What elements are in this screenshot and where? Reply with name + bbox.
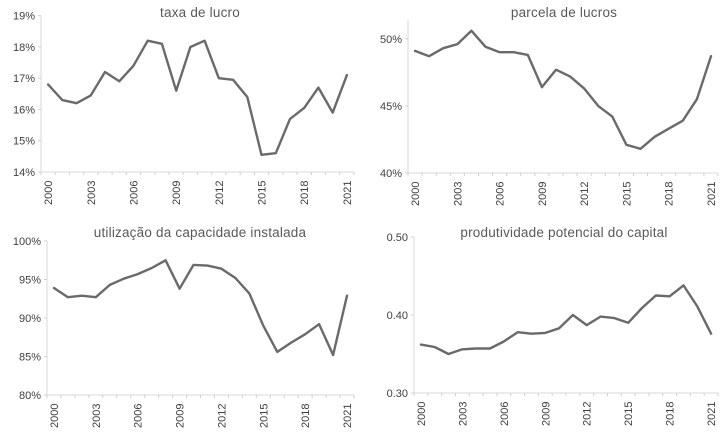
y-tick-label: 100% xyxy=(13,236,41,248)
y-tick-label: 40% xyxy=(380,168,402,180)
x-tick-label: 2009 xyxy=(540,402,552,426)
x-tick-label: 2000 xyxy=(49,404,61,428)
x-tick-label: 2009 xyxy=(171,181,183,205)
x-tick-label: 2000 xyxy=(410,182,422,206)
line-chart-utilizacao-capacidade: 80% 85% 90% 95% 100% 2000 2003 2006 2009 2012 2015… xyxy=(13,236,355,428)
y-tick-label: 17% xyxy=(13,73,35,85)
x-tick-label: 2015 xyxy=(257,181,269,205)
x-tick-label: 2009 xyxy=(537,182,549,206)
x-tick-label: 2006 xyxy=(499,402,511,426)
x-tick-label: 2015 xyxy=(623,402,635,426)
y-tick-label: 85% xyxy=(19,352,41,364)
x-tick-label: 2006 xyxy=(133,404,145,428)
chart-panel-parcela-de-lucros: 40% 45% 50% 2000 2003 2006 2009 2012 2015 2018 202… xyxy=(364,0,728,220)
x-tick-label: 2021 xyxy=(342,404,354,428)
data-line xyxy=(419,284,713,356)
y-tick-label: 15% xyxy=(13,136,35,148)
x-tick-label: 2015 xyxy=(621,182,633,206)
x-tick-label: 2012 xyxy=(216,404,228,428)
x-tick-label: 2006 xyxy=(495,182,507,206)
chart-title: parcela de lucros xyxy=(510,5,618,20)
data-line xyxy=(413,29,713,151)
x-tick-label: 2021 xyxy=(706,182,718,206)
y-tick-label: 0.50 xyxy=(387,232,408,244)
y-tick-label: 16% xyxy=(13,104,35,116)
x-tick-label: 2003 xyxy=(452,182,464,206)
x-tick-label: 2015 xyxy=(258,404,270,428)
chart-title: utilização da capacidade instalada xyxy=(93,225,307,240)
line-chart-taxa-de-lucro: 14% 15% 16% 17% 18% 19% 2000 2003 2006 2009 2012 20… xyxy=(13,11,355,205)
y-tick-label: 90% xyxy=(19,313,41,325)
x-tick-label: 2012 xyxy=(582,402,594,426)
y-tick-label: 19% xyxy=(13,11,35,23)
line-chart-produtividade-capital: 0.30 0.40 0.50 2000 2003 2006 2009 2012 2015 2018… xyxy=(387,232,719,426)
x-tick-label: 2009 xyxy=(175,404,187,428)
y-tick-label: 18% xyxy=(13,42,35,54)
x-tick-label: 2012 xyxy=(214,181,226,205)
data-line xyxy=(46,39,349,157)
line-chart-parcela-de-lucros: 40% 45% 50% 2000 2003 2006 2009 2012 2015 2018 202… xyxy=(380,20,719,206)
y-tick-label: 0.30 xyxy=(387,388,408,400)
y-tick-label: 50% xyxy=(380,34,402,46)
x-tick-label: 2000 xyxy=(43,181,55,205)
x-tick-label: 2018 xyxy=(299,181,311,205)
y-tick-label: 14% xyxy=(13,167,35,179)
chart-panel-utilizacao-capacidade: 80% 85% 90% 95% 100% 2000 2003 2006 2009 2012 2015… xyxy=(0,220,364,440)
y-tick-label: 80% xyxy=(19,390,41,402)
x-tick-label: 2021 xyxy=(706,402,718,426)
y-tick-label: 95% xyxy=(19,275,41,287)
x-tick-label: 2000 xyxy=(416,402,428,426)
y-tick-label: 0.40 xyxy=(387,310,408,322)
x-tick-label: 2018 xyxy=(664,182,676,206)
x-tick-label: 2012 xyxy=(579,182,591,206)
x-tick-label: 2018 xyxy=(665,402,677,426)
y-tick-label: 45% xyxy=(380,101,402,113)
x-tick-label: 2006 xyxy=(128,181,140,205)
x-tick-label: 2003 xyxy=(86,181,98,205)
x-tick-label: 2021 xyxy=(342,181,354,205)
chart-panel-produtividade-capital: 0.30 0.40 0.50 2000 2003 2006 2009 2012 2015 2018… xyxy=(364,220,728,440)
x-tick-label: 2018 xyxy=(300,404,312,428)
x-tick-label: 2003 xyxy=(457,402,469,426)
chart-panel-taxa-de-lucro: 14% 15% 16% 17% 18% 19% 2000 2003 2006 2009 2012 20… xyxy=(0,0,364,220)
data-line xyxy=(52,259,349,357)
chart-title: produtividade potencial do capital xyxy=(460,225,668,240)
chart-title: taxa de lucro xyxy=(160,5,240,20)
x-tick-label: 2003 xyxy=(91,404,103,428)
